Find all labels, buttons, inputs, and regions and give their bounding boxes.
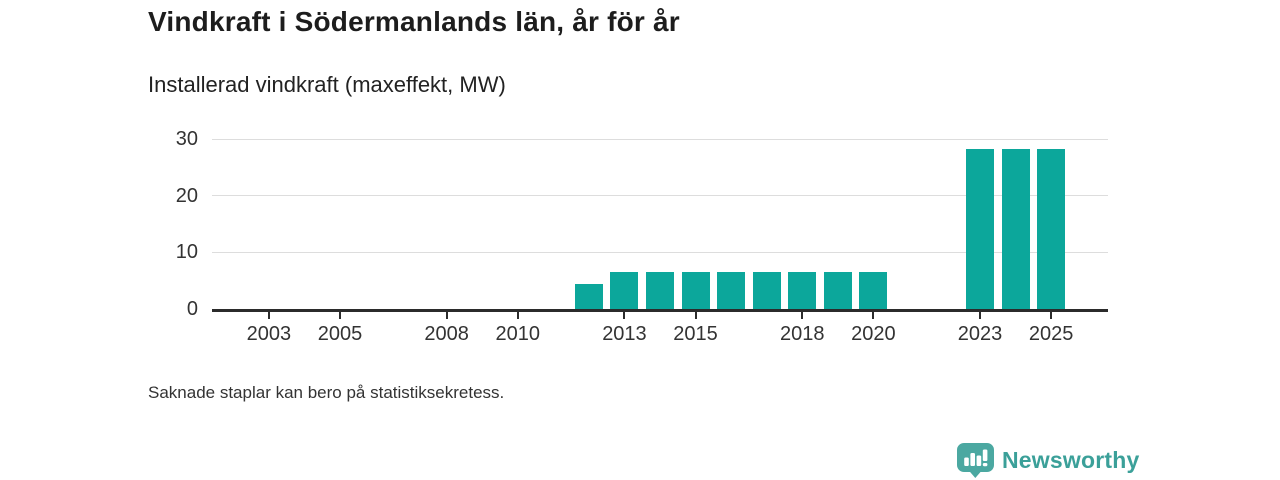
x-axis-tick-mark: [267, 312, 270, 319]
newsworthy-logo: Newsworthy: [957, 443, 1139, 478]
bar-2024: [1001, 149, 1030, 309]
newsworthy-logo-icon: [957, 443, 994, 478]
gridline: [212, 195, 1108, 197]
x-axis-tick-mark: [801, 312, 804, 319]
y-axis-tick-label: 0: [186, 298, 198, 320]
x-axis-tick-label: 2013: [602, 323, 647, 345]
bar-2020: [859, 271, 888, 309]
chart-footnote: Saknade staplar kan bero på statistiksek…: [148, 383, 505, 402]
x-axis-tick-mark: [694, 312, 697, 319]
x-axis-tick-mark: [872, 312, 875, 319]
y-axis-tick-label: 10: [175, 241, 198, 264]
x-axis-tick-label: 2015: [673, 323, 718, 345]
x-axis-tick-mark: [445, 312, 448, 319]
bar-2019: [823, 271, 852, 309]
x-axis-tick-label: 2023: [957, 323, 1003, 345]
x-axis-tick-mark: [516, 312, 519, 319]
x-axis-tick-label: 2005: [317, 323, 363, 345]
x-axis-tick-label: 2025: [1028, 323, 1074, 345]
gridline: [212, 138, 1108, 140]
bar-2018: [788, 271, 817, 309]
y-axis-tick-label: 20: [175, 184, 198, 207]
chart-subtitle: Installerad vindkraft (maxeffekt, MW): [148, 72, 506, 97]
bar-2016: [717, 271, 746, 309]
bar-2015: [681, 271, 710, 309]
x-axis-tick-label: 2008: [424, 323, 469, 345]
plot-area: 0 10 20 30 2003 2005 2008 2010 2013 2015 2018 2020 2…: [176, 128, 1108, 345]
x-axis-tick-mark: [623, 312, 626, 319]
bar-2013: [610, 271, 639, 309]
bar-2014: [646, 271, 674, 309]
y-axis-tick-label: 30: [175, 128, 198, 150]
bar-2023: [966, 149, 994, 309]
bar-2012: [574, 284, 603, 309]
bar-2017: [752, 271, 781, 309]
x-axis-tick-mark: [1050, 312, 1053, 319]
x-axis-tick-label: 2003: [246, 323, 292, 345]
gridline: [212, 251, 1108, 253]
x-axis-tick-mark: [979, 312, 981, 319]
newsworthy-logo-text: Newsworthy: [1002, 447, 1140, 473]
x-axis-tick-label: 2018: [779, 323, 825, 345]
x-axis-line: [212, 309, 1108, 312]
x-axis-tick-label: 2020: [851, 323, 896, 345]
x-axis-tick-mark: [339, 312, 341, 319]
chart-title: Vindkraft i Södermanlands län, år för år: [148, 6, 680, 37]
bar-2025: [1037, 149, 1066, 309]
x-axis-tick-label: 2010: [495, 323, 541, 345]
